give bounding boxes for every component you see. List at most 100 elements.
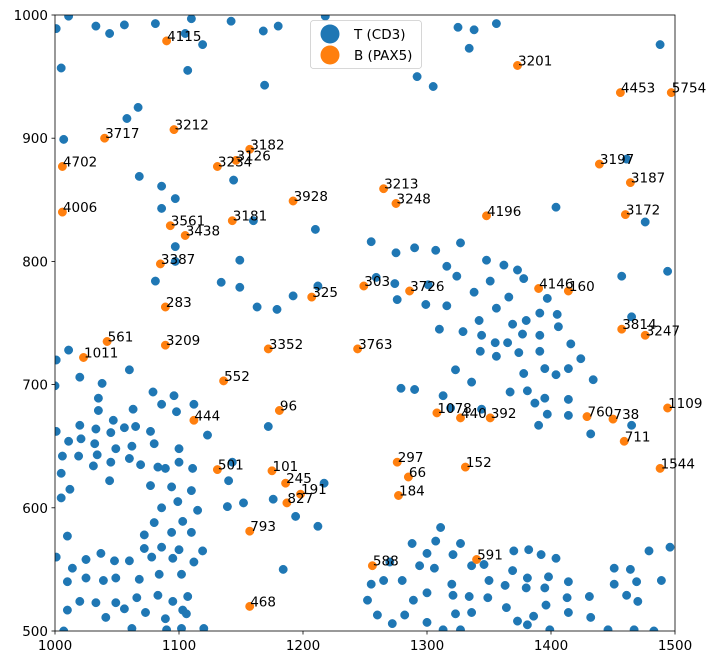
t-cd3-point (535, 346, 545, 356)
t-cd3-point (482, 255, 491, 265)
t-cd3-point (469, 25, 479, 35)
b-pax5-point (263, 344, 273, 354)
t-cd3-point (147, 552, 157, 562)
t-cd3-point (131, 422, 141, 431)
b-pax5-point (640, 330, 650, 340)
point-label: 3248 (397, 192, 431, 208)
t-cd3-point (540, 393, 550, 403)
legend: T (CD3) B (PAX5) (310, 20, 422, 69)
t-cd3-point (371, 272, 381, 282)
t-cd3-point (622, 154, 632, 164)
t-cd3-point (665, 542, 675, 552)
t-cd3-point (75, 372, 85, 382)
t-cd3-point (174, 457, 184, 467)
point-label: 4702 (63, 155, 97, 171)
t-cd3-point (198, 546, 208, 556)
t-cd3-point (397, 576, 407, 585)
t-cd3-point (464, 592, 474, 601)
t-cd3-point (174, 444, 184, 454)
t-cd3-point (584, 592, 594, 601)
b-pax5-point (619, 436, 629, 446)
t-cd3-point (170, 242, 180, 252)
t-cd3-point (88, 461, 98, 471)
t-cd3-point (97, 378, 107, 388)
b-pax5-point (267, 466, 277, 476)
t-cd3-point (90, 439, 100, 449)
b-pax5-point (394, 491, 403, 500)
t-cd3-point (136, 460, 146, 470)
point-label: 3182 (250, 137, 284, 153)
t-cd3-point (551, 202, 561, 212)
b-pax5-point (245, 526, 255, 536)
t-cd3-point (127, 624, 137, 631)
t-cd3-point (563, 608, 573, 617)
point-label: 3234 (218, 155, 252, 171)
point-label: 96 (280, 399, 297, 415)
t-cd3-point (422, 588, 432, 598)
point-label: 711 (625, 429, 651, 445)
t-cd3-point (562, 593, 572, 603)
point-label: 501 (218, 458, 244, 474)
b-pax5-point (160, 340, 170, 350)
t-cd3-point (153, 462, 163, 472)
t-cd3-point (141, 608, 150, 617)
plot-frame (54, 14, 676, 632)
t-cd3-point (412, 72, 422, 82)
point-label: 3247 (646, 323, 680, 339)
x-tick-label: 1100 (162, 638, 196, 654)
point-label: 1078 (437, 401, 471, 417)
t-cd3-point (310, 224, 320, 234)
t-cd3-point (576, 354, 586, 364)
t-cd3-point (513, 265, 522, 275)
t-cd3-point (133, 102, 143, 112)
b-pax5-point (563, 286, 573, 296)
t-cd3-point (519, 369, 529, 378)
t-cd3-point (521, 583, 531, 593)
b-pax5-point (582, 412, 592, 422)
point-labels: 4115 3201 4453 5754 3717 3212 4702 318231263234… (63, 29, 706, 611)
t-cd3-point (81, 573, 91, 583)
b-pax5-point (180, 231, 190, 240)
point-label: 3172 (626, 203, 660, 219)
t-cd3-point (157, 399, 167, 409)
t-cd3-point (75, 420, 85, 430)
point-label: 303 (364, 274, 390, 290)
t-cd3-point (663, 266, 673, 276)
t-cd3-point (442, 261, 452, 271)
t-cd3-point (96, 548, 106, 558)
y-tick-label: 900 (22, 131, 48, 147)
t-cd3-point (134, 171, 144, 181)
t-cd3-point (235, 282, 245, 292)
t-cd3-point (119, 20, 129, 30)
t-cd3-point (438, 391, 448, 401)
point-label: 3763 (358, 337, 392, 353)
t-cd3-point (128, 404, 138, 414)
t-cd3-point (617, 271, 627, 281)
t-cd3-point (396, 383, 406, 393)
b-pax5-point (391, 199, 401, 208)
t-cd3-point (467, 608, 477, 617)
point-label: 760 (588, 405, 614, 421)
t-cd3-point (186, 527, 196, 537)
t-cd3-point (110, 556, 119, 566)
point-label: 3352 (269, 337, 303, 353)
b-pax5-point (57, 207, 67, 217)
t-cd3-point (224, 476, 234, 486)
b-pax5-point (288, 196, 298, 206)
t-cd3-point (483, 593, 493, 603)
t-cd3-point (313, 281, 323, 291)
t-cd3-point (446, 403, 456, 413)
t-cd3-point (518, 329, 527, 339)
t-cd3-point (655, 40, 665, 50)
t-cd3-point (656, 576, 666, 585)
b-pax5-point (594, 159, 604, 169)
t-cd3-point (586, 429, 596, 439)
t-cd3-point (173, 497, 183, 507)
point-label: 4115 (167, 29, 201, 45)
t-cd3-point (552, 309, 562, 319)
b-pax5-point (245, 601, 255, 611)
t-cd3-point (320, 15, 330, 21)
t-cd3-point (188, 463, 198, 473)
t-cd3-point (248, 216, 258, 226)
